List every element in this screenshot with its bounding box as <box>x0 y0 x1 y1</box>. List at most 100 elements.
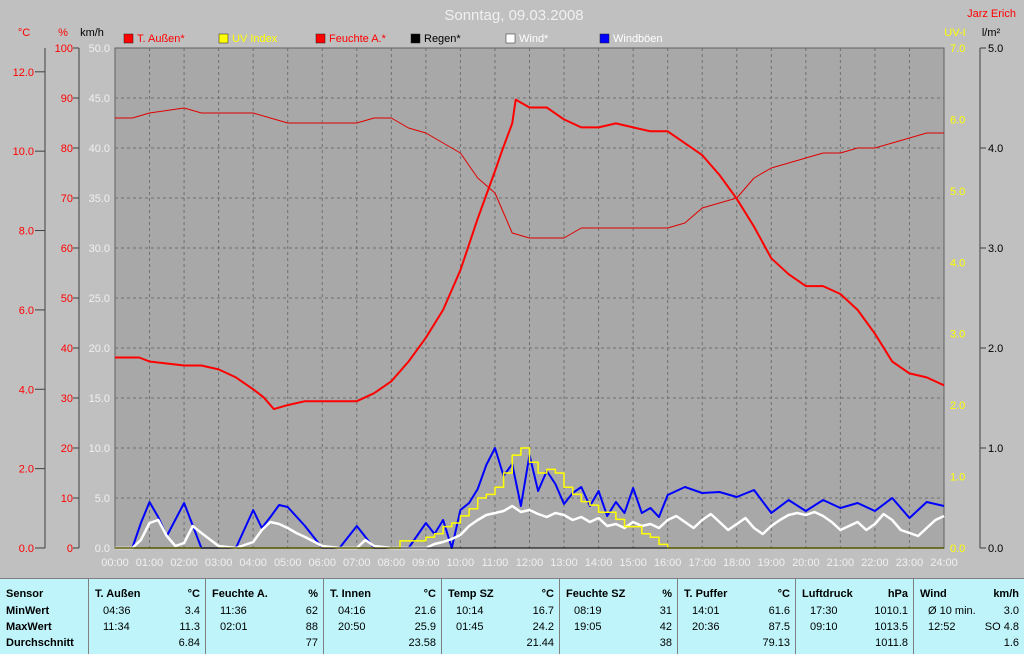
rain-tick-label: 4.0 <box>988 143 1003 155</box>
chart-title: Sonntag, 09.03.2008 <box>444 7 583 24</box>
stat-column-name: Wind <box>920 588 947 600</box>
time-tick-label: 13:00 <box>550 557 578 569</box>
stat-time: 09:10 <box>810 621 838 633</box>
stat-value: 16.7 <box>532 605 554 617</box>
legend-label: Feuchte A.* <box>329 33 387 45</box>
stat-value: 6.84 <box>178 637 200 649</box>
stat-column-name: T. Innen <box>330 588 371 600</box>
legend-swatch <box>410 33 421 44</box>
stat-value: 88 <box>305 621 318 633</box>
legend-label: Regen* <box>424 33 461 45</box>
stat-column-name: Feuchte SZ <box>566 588 626 600</box>
humidity-tick-label: 70 <box>61 193 73 205</box>
stat-time: 12:52 <box>928 621 956 633</box>
stat-column-name: Feuchte A. <box>212 588 268 600</box>
uv-tick-label: 4.0 <box>950 257 965 269</box>
stat-column: Temp SZ °C 10:14 16.7 01:45 24.2 21.44 <box>441 579 560 654</box>
author-label: Jarz Erich <box>967 8 1016 20</box>
sensor-header: Sensor <box>6 588 44 600</box>
uv-tick-label: 6.0 <box>950 114 965 126</box>
stat-value: 3.0 <box>1003 605 1019 617</box>
stat-time: 10:14 <box>456 605 484 617</box>
stat-value: 1013.5 <box>874 621 908 633</box>
stat-column: Feuchte SZ% 08:19 31 19:05 42 38 <box>559 579 678 654</box>
series-line-windböen <box>115 447 945 549</box>
stat-time: 17:30 <box>810 605 838 617</box>
uv-unit-label: UV-I <box>944 27 965 39</box>
stat-column: Wind km/h Ø 10 min. 3.0 12:52 SO 4.8 1.6 <box>913 579 1024 654</box>
time-tick-label: 04:00 <box>239 557 267 569</box>
stat-column-name: Luftdruck <box>802 588 853 600</box>
temp-unit-label: °C <box>18 27 30 39</box>
stat-value: 25.9 <box>414 621 436 633</box>
stat-value: 79.13 <box>762 637 790 649</box>
time-tick-label: 11:00 <box>482 557 509 569</box>
legend-swatch <box>505 33 516 44</box>
rain-unit-label: l/m² <box>982 27 1001 39</box>
legend-label: Windböen <box>613 33 663 45</box>
wind-unit-label: km/h <box>80 27 104 39</box>
time-tick-label: 17:00 <box>688 557 716 569</box>
stat-value: 42 <box>659 621 672 633</box>
stat-column: T. Innen °C 04:16 21.6 20:50 25.9 23.58 <box>323 579 442 654</box>
wind-tick-label: 25.0 <box>89 293 110 305</box>
humidity-tick-label: 50 <box>61 293 73 305</box>
time-tick-label: 24:00 <box>930 557 958 569</box>
stat-column-unit: °C <box>423 588 436 600</box>
stat-time: 20:36 <box>692 621 720 633</box>
stat-value: 38 <box>659 637 672 649</box>
legend-label: T. Außen* <box>137 33 185 45</box>
stat-value: 1.6 <box>1003 637 1019 649</box>
stat-value: 62 <box>305 605 318 617</box>
stat-column-unit: % <box>662 588 672 600</box>
temp-tick-label: 8.0 <box>19 226 34 238</box>
row-label-max: MaxWert <box>6 621 52 633</box>
wind-tick-label: 40.0 <box>89 143 110 155</box>
stat-column-unit: % <box>308 588 318 600</box>
rain-tick-label: 0.0 <box>988 543 1003 555</box>
humidity-tick-label: 100 <box>55 43 73 55</box>
stat-value: 11.3 <box>179 621 200 633</box>
stat-column: Luftdruck hPa 17:30 1010.1 09:10 1013.5 1011.8 <box>795 579 914 654</box>
stat-time: 19:05 <box>574 621 602 633</box>
time-tick-label: 12:00 <box>516 557 544 569</box>
data-series <box>115 98 945 550</box>
time-tick-label: 23:00 <box>896 557 924 569</box>
wind-tick-label: 45.0 <box>89 93 110 105</box>
wind-tick-label: 15.0 <box>89 393 110 405</box>
wind-tick-label: 50.0 <box>89 43 110 55</box>
uv-tick-label: 5.0 <box>950 186 965 198</box>
statistics-table: Sensor MinWert MaxWert Durchschnitt T. A… <box>0 578 1024 654</box>
temp-tick-label: 4.0 <box>19 384 34 396</box>
time-tick-label: 19:00 <box>758 557 786 569</box>
uv-tick-label: 3.0 <box>950 329 965 341</box>
rain-tick-label: 5.0 <box>988 43 1003 55</box>
time-tick-label: 06:00 <box>308 557 336 569</box>
time-tick-label: 21:00 <box>827 557 855 569</box>
stat-time: 08:19 <box>574 605 602 617</box>
stat-value: 1010.1 <box>874 605 908 617</box>
legend-swatch <box>599 33 610 44</box>
stat-value: 31 <box>659 605 672 617</box>
wind-tick-label: 30.0 <box>89 243 110 255</box>
stat-column-name: T. Außen <box>95 588 141 600</box>
time-tick-label: 03:00 <box>205 557 233 569</box>
temp-tick-label: 0.0 <box>19 543 34 555</box>
stat-time: 04:36 <box>103 605 131 617</box>
row-label-min: MinWert <box>6 605 50 617</box>
weather-chart: Sonntag, 09.03.2008 Jarz Erich T. Außen*… <box>13 7 1016 569</box>
legend-swatch <box>315 33 326 44</box>
uv-tick-label: 2.0 <box>950 400 965 412</box>
row-label-avg: Durchschnitt <box>6 637 74 649</box>
sensor-label-column: Sensor MinWert MaxWert Durchschnitt <box>0 579 88 654</box>
stat-value: 24.2 <box>532 621 554 633</box>
time-tick-label: 14:00 <box>585 557 613 569</box>
humidity-tick-label: 10 <box>61 493 73 505</box>
series-line-feuchte-a <box>115 107 944 239</box>
stat-time: 14:01 <box>692 605 720 617</box>
humidity-tick-label: 30 <box>61 393 73 405</box>
time-tick-label: 20:00 <box>792 557 820 569</box>
wind-tick-label: 0.0 <box>95 543 110 555</box>
stat-column-unit: °C <box>187 588 200 600</box>
stat-value: 21.44 <box>526 637 554 649</box>
